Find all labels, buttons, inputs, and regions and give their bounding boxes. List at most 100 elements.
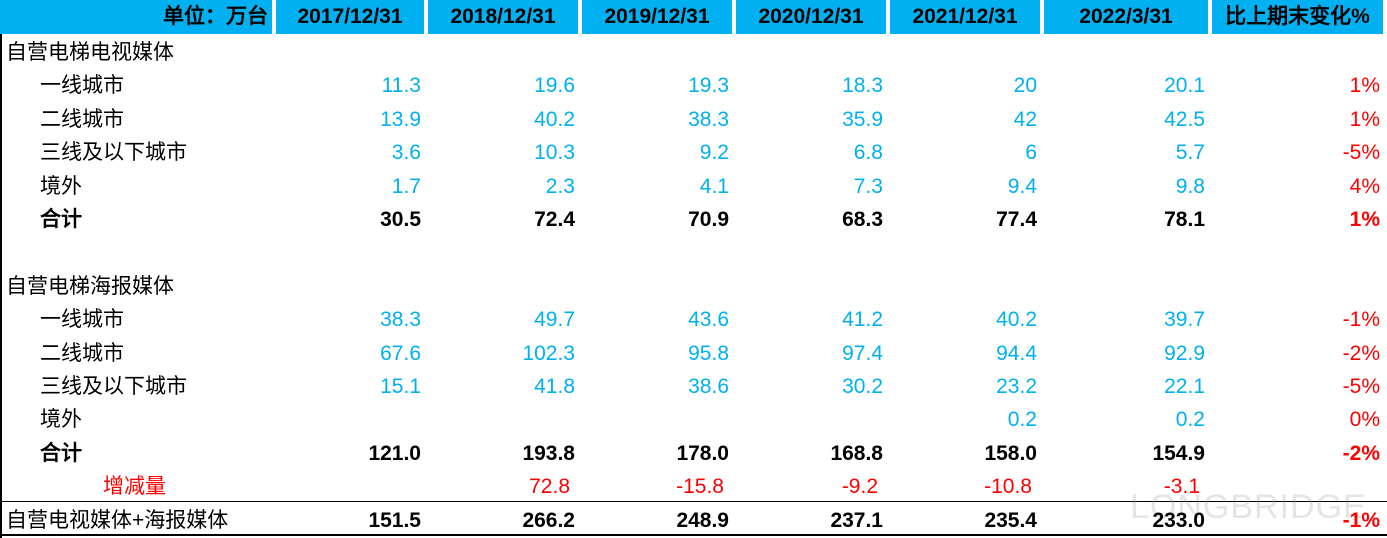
row-label: 一线城市 (40, 74, 124, 98)
value-cell: -9.2 (841, 475, 878, 499)
value-cell: 9.2 (699, 141, 729, 165)
row-label: 二线城市 (40, 107, 124, 131)
row-border (0, 501, 1387, 502)
value-cell: 10.3 (534, 141, 575, 165)
value-cell: 78.1 (1164, 208, 1205, 231)
row-label: 合计 (40, 441, 82, 465)
value-cell: 235.4 (984, 508, 1037, 532)
value-cell: 102.3 (522, 341, 575, 365)
header-cell: 2020/12/31 (736, 0, 886, 34)
value-cell: 178.0 (676, 441, 729, 465)
value-cell: 40.2 (534, 107, 575, 131)
value-cell: 70.9 (688, 208, 729, 231)
value-cell: 9.8 (1175, 174, 1205, 198)
value-cell: -15.8 (676, 475, 724, 499)
value-cell: 6 (1025, 141, 1037, 165)
value-cell: 94.4 (996, 341, 1037, 365)
value-cell: 15.1 (380, 375, 421, 398)
row-label: 二线城市 (40, 341, 124, 365)
value-cell: 77.4 (996, 208, 1037, 231)
value-cell: 1% (1349, 74, 1380, 98)
value-cell: 9.4 (1007, 174, 1037, 198)
value-cell: 1% (1349, 107, 1380, 131)
value-cell: 2.3 (545, 174, 575, 198)
value-cell: 22.1 (1164, 375, 1205, 398)
row-label: 一线城市 (40, 308, 124, 332)
value-cell: 19.3 (688, 74, 729, 98)
header-cell: 2019/12/31 (582, 0, 732, 34)
value-cell: 95.8 (688, 341, 729, 365)
value-cell: 49.7 (534, 308, 575, 332)
value-cell: 97.4 (842, 341, 883, 365)
header-cell: 单位：万台 (0, 0, 272, 34)
value-cell: 38.3 (380, 308, 421, 332)
value-cell: 42.5 (1164, 107, 1205, 131)
value-cell: 121.0 (368, 441, 421, 465)
value-cell: 266.2 (522, 508, 575, 532)
value-cell: 237.1 (830, 508, 883, 532)
row-label: 三线及以下城市 (40, 141, 187, 165)
value-cell: 72.4 (534, 208, 575, 231)
value-cell: -3.1 (1163, 475, 1200, 499)
value-cell: 39.7 (1164, 308, 1205, 332)
value-cell: 0.2 (1007, 408, 1037, 432)
value-cell: 0% (1349, 408, 1380, 432)
left-border (0, 0, 2, 538)
value-cell: 41.8 (534, 375, 575, 398)
value-cell: 38.3 (688, 107, 729, 131)
value-cell: 154.9 (1152, 441, 1205, 465)
value-cell: -1% (1342, 508, 1380, 532)
header-cell: 2022/3/31 (1044, 0, 1208, 34)
value-cell: 23.2 (996, 375, 1037, 398)
value-cell: 1% (1349, 208, 1380, 231)
value-cell: 6.8 (853, 141, 883, 165)
row-label: 境外 (40, 408, 82, 432)
value-cell: 42 (1013, 107, 1037, 131)
value-cell: 158.0 (984, 441, 1037, 465)
value-cell: 248.9 (676, 508, 729, 532)
value-cell: 7.3 (853, 174, 883, 198)
value-cell: -2% (1342, 441, 1380, 465)
row-label: 三线及以下城市 (40, 375, 187, 398)
value-cell: -1% (1342, 308, 1380, 332)
value-cell: 41.2 (842, 308, 883, 332)
value-cell: 68.3 (842, 208, 883, 231)
value-cell: 18.3 (842, 74, 883, 98)
value-cell: 233.0 (1152, 508, 1205, 532)
value-cell: -2% (1342, 341, 1380, 365)
header-cell: 比上期末变化% (1212, 0, 1383, 34)
section-title: 自营电梯海报媒体 (6, 274, 174, 298)
value-cell: -10.8 (984, 475, 1032, 499)
value-cell: 5.7 (1175, 141, 1205, 165)
row-label: 增减量 (103, 475, 166, 499)
row-label: 合计 (40, 208, 82, 231)
bottom-border (0, 534, 1387, 536)
value-cell: 38.6 (688, 375, 729, 398)
value-cell: 30.2 (842, 375, 883, 398)
value-cell: 30.5 (380, 208, 421, 231)
value-cell: 151.5 (368, 508, 421, 532)
value-cell: 0.2 (1175, 408, 1205, 432)
value-cell: 1.7 (391, 174, 421, 198)
value-cell: 20 (1013, 74, 1037, 98)
value-cell: 35.9 (842, 107, 883, 131)
section-title: 自营电梯电视媒体 (6, 41, 174, 64)
value-cell: 92.9 (1164, 341, 1205, 365)
value-cell: 13.9 (380, 107, 421, 131)
value-cell: 40.2 (996, 308, 1037, 332)
value-cell: 4.1 (699, 174, 729, 198)
value-cell: 72.8 (529, 475, 570, 499)
value-cell: 168.8 (830, 441, 883, 465)
value-cell: 193.8 (522, 441, 575, 465)
value-cell: 20.1 (1164, 74, 1205, 98)
value-cell: 43.6 (688, 308, 729, 332)
header-cell: 2017/12/31 (276, 0, 424, 34)
value-cell: -5% (1342, 141, 1380, 165)
value-cell: 4% (1349, 174, 1380, 198)
value-cell: 11.3 (381, 74, 421, 98)
value-cell: -5% (1342, 375, 1380, 398)
value-cell: 3.6 (391, 141, 421, 165)
header-cell: 2018/12/31 (428, 0, 578, 34)
value-cell: 67.6 (380, 341, 421, 365)
